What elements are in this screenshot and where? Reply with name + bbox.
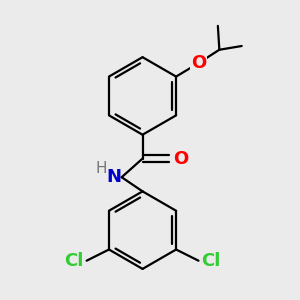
Text: Cl: Cl — [64, 252, 84, 270]
Text: H: H — [95, 161, 106, 176]
Text: N: N — [107, 168, 122, 186]
Text: Cl: Cl — [202, 252, 221, 270]
Text: O: O — [191, 54, 206, 72]
Text: O: O — [173, 150, 188, 168]
